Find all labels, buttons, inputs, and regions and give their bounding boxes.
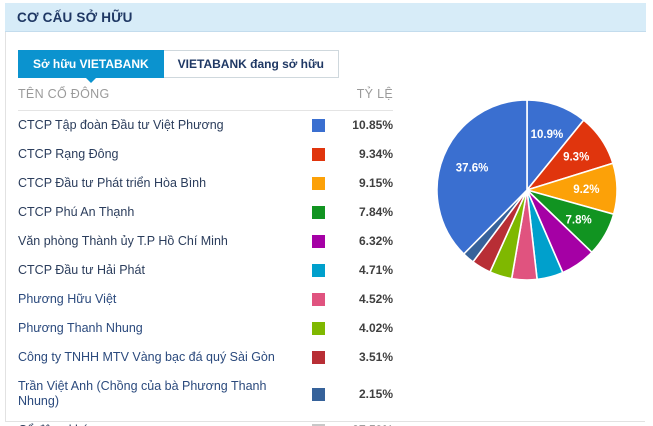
- legend-swatch-cell: [305, 169, 331, 198]
- color-swatch-icon: [311, 148, 325, 162]
- shareholder-name[interactable]: Trần Việt Anh (Chồng của bà Phương Thanh…: [18, 379, 267, 408]
- shareholder-name[interactable]: Phương Thanh Nhung: [18, 321, 143, 335]
- shareholders-table: TÊN CỔ ĐÔNG TỶ LỆ CTCP Tập đoàn Đầu tư V…: [18, 85, 393, 426]
- legend-swatch-cell: [305, 111, 331, 141]
- tab-label: VIETABANK đang sở hữu: [177, 57, 325, 71]
- color-swatch-icon: [311, 322, 325, 336]
- pie-slice-label: 9.2%: [573, 184, 599, 196]
- shareholder-name: CTCP Đầu tư Hải Phát: [18, 263, 145, 277]
- ownership-ratio: 2.15%: [358, 386, 393, 401]
- legend-swatch-cell: [305, 256, 331, 285]
- shareholders-table-container: TÊN CỔ ĐÔNG TỶ LỆ CTCP Tập đoàn Đầu tư V…: [18, 85, 393, 426]
- shareholder-name: CTCP Đầu tư Phát triển Hòa Bình: [18, 176, 207, 190]
- ownership-ratio: 3.51%: [358, 350, 393, 364]
- color-swatch-icon: [311, 351, 325, 365]
- pie-slice-label: 10.9%: [531, 129, 564, 141]
- color-swatch-icon: [311, 235, 325, 249]
- color-swatch-icon: [311, 387, 325, 401]
- table-row: CTCP Phú An Thạnh 7.84%: [18, 198, 393, 227]
- legend-swatch-cell: [305, 227, 331, 256]
- table-row: CTCP Đầu tư Phát triển Hòa Bình 9.15%: [18, 169, 393, 198]
- tab-owns-vietabank[interactable]: Sở hữu VIETABANK: [18, 50, 164, 83]
- shareholder-name: CTCP Tập đoàn Đầu tư Việt Phương: [18, 118, 224, 132]
- table-row: Văn phòng Thành ủy T.P Hồ Chí Minh 6.32%: [18, 227, 393, 256]
- ownership-ratio: 4.52%: [358, 292, 393, 306]
- ownership-ratio: 9.15%: [358, 176, 393, 190]
- tab-label: Sở hữu VIETABANK: [33, 57, 149, 71]
- active-tab-pointer-icon: [84, 77, 97, 83]
- pie-slice[interactable]: [436, 99, 528, 256]
- ownership-ratio: 4.02%: [358, 321, 393, 335]
- color-swatch-icon: [311, 177, 325, 191]
- table-row: Phương Thanh Nhung 4.02%: [18, 314, 393, 343]
- tab-bar: Sở hữu VIETABANK VIETABANK đang sở hữu: [18, 50, 340, 83]
- shareholder-name[interactable]: Công ty TNHH MTV Vàng bạc đá quý Sài Gòn: [18, 350, 275, 364]
- legend-swatch-cell: [305, 343, 331, 372]
- color-swatch-icon: [311, 206, 325, 220]
- legend-swatch-cell: [305, 140, 331, 169]
- pie-slice-label: 7.8%: [565, 215, 591, 227]
- card-header: CƠ CẤU SỞ HỮU: [5, 3, 646, 32]
- shareholder-name: Cổ đông khác: [18, 416, 305, 426]
- page-title: CƠ CẤU SỞ HỮU: [17, 9, 133, 25]
- table-row: CTCP Tập đoàn Đầu tư Việt Phương 10.85%: [18, 111, 393, 141]
- legend-swatch-cell: [305, 372, 331, 416]
- legend-swatch-cell: [305, 314, 331, 343]
- table-row: CTCP Đầu tư Hải Phát 4.71%: [18, 256, 393, 285]
- table-row: Công ty TNHH MTV Vàng bạc đá quý Sài Gòn…: [18, 343, 393, 372]
- ownership-ratio: 7.84%: [358, 205, 393, 219]
- ownership-pie-chart: 10.9% 9.3% 9.2% 7.8% 37.6%: [406, 87, 641, 317]
- color-swatch-icon: [311, 119, 325, 133]
- pie-svg: 10.9% 9.3% 9.2% 7.8% 37.6%: [436, 99, 618, 281]
- legend-swatch-cell: [305, 198, 331, 227]
- shareholder-name[interactable]: Phương Hữu Việt: [18, 292, 117, 306]
- shareholder-name: CTCP Phú An Thạnh: [18, 205, 135, 219]
- ownership-ratio: 6.32%: [358, 234, 393, 248]
- column-header-name: TÊN CỔ ĐÔNG: [18, 85, 305, 111]
- shareholder-name: Văn phòng Thành ủy T.P Hồ Chí Minh: [18, 234, 228, 248]
- pie-slice-label: 37.6%: [456, 162, 489, 174]
- table-row: Cổ đông khác 37.59%: [18, 416, 393, 426]
- shareholder-name: CTCP Rạng Đông: [18, 147, 119, 161]
- pie-slice-label: 9.3%: [563, 152, 589, 164]
- column-header-swatch: [305, 85, 331, 111]
- color-swatch-icon: [311, 264, 325, 278]
- table-row: CTCP Rạng Đông 9.34%: [18, 140, 393, 169]
- ownership-ratio: 9.34%: [358, 147, 393, 161]
- color-swatch-icon: [311, 293, 325, 307]
- legend-swatch-cell: [305, 285, 331, 314]
- ownership-ratio: 4.71%: [358, 263, 393, 277]
- table-row: Trần Việt Anh (Chồng của bà Phương Thanh…: [18, 372, 393, 416]
- table-row: Phương Hữu Việt 4.52%: [18, 285, 393, 314]
- table-header-row: TÊN CỔ ĐÔNG TỶ LỆ: [18, 85, 393, 111]
- card-bottom-divider: [6, 421, 645, 422]
- column-header-ratio: TỶ LỆ: [331, 85, 393, 111]
- ownership-ratio: 37.59%: [331, 416, 393, 426]
- color-swatch-icon: [311, 424, 325, 426]
- legend-swatch-cell: [305, 416, 331, 426]
- card-body: Sở hữu VIETABANK VIETABANK đang sở hữu TÊ…: [5, 32, 646, 426]
- ownership-ratio: 10.85%: [352, 118, 393, 132]
- tab-owned-by-vietabank[interactable]: VIETABANK đang sở hữu: [163, 50, 340, 78]
